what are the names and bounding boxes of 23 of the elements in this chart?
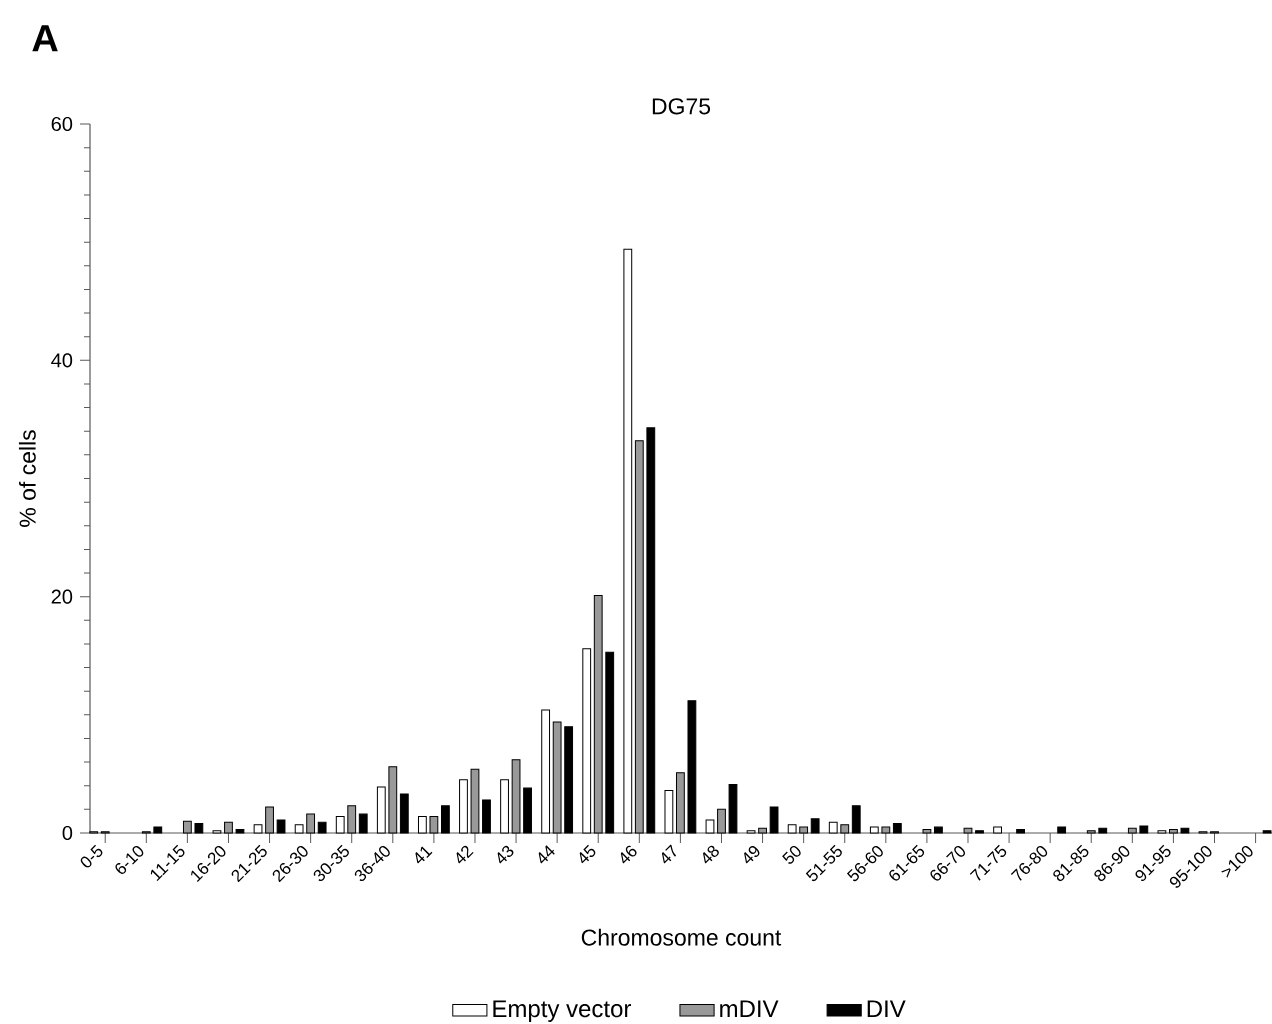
x-tick-label: 46 — [620, 845, 637, 864]
x-tick-label: 0-5 — [80, 844, 103, 868]
y-axis-title: % of cells — [18, 430, 36, 527]
x-tick-label: 6-10 — [115, 845, 144, 874]
x-tick-label: 44 — [538, 845, 555, 864]
legend-label: Empty vector — [493, 1000, 632, 1022]
x-tick-label: 48 — [703, 845, 719, 864]
x-tick-label: 49 — [744, 846, 760, 864]
text: A — [32, 25, 58, 52]
legend-label: mDIV — [720, 1000, 779, 1017]
y-tick-label: 40 — [51, 353, 73, 368]
y-tick-label: 60 — [51, 116, 73, 132]
x-tick-label: 50 — [782, 845, 801, 864]
chart-title: DG75 — [652, 98, 711, 115]
x-tick-label: 41 — [415, 846, 433, 864]
y-tick-label: 20 — [51, 589, 73, 604]
x-tick-label: 45 — [579, 844, 596, 864]
x-axis-title: Chromosome count — [581, 928, 782, 946]
legend-label: DIV — [867, 1000, 906, 1017]
x-tick-label: 43 — [497, 845, 514, 864]
x-tick-label: 47 — [661, 844, 677, 864]
x-tick-label: 42 — [456, 845, 474, 864]
y-tick-label: 0 — [62, 825, 73, 841]
